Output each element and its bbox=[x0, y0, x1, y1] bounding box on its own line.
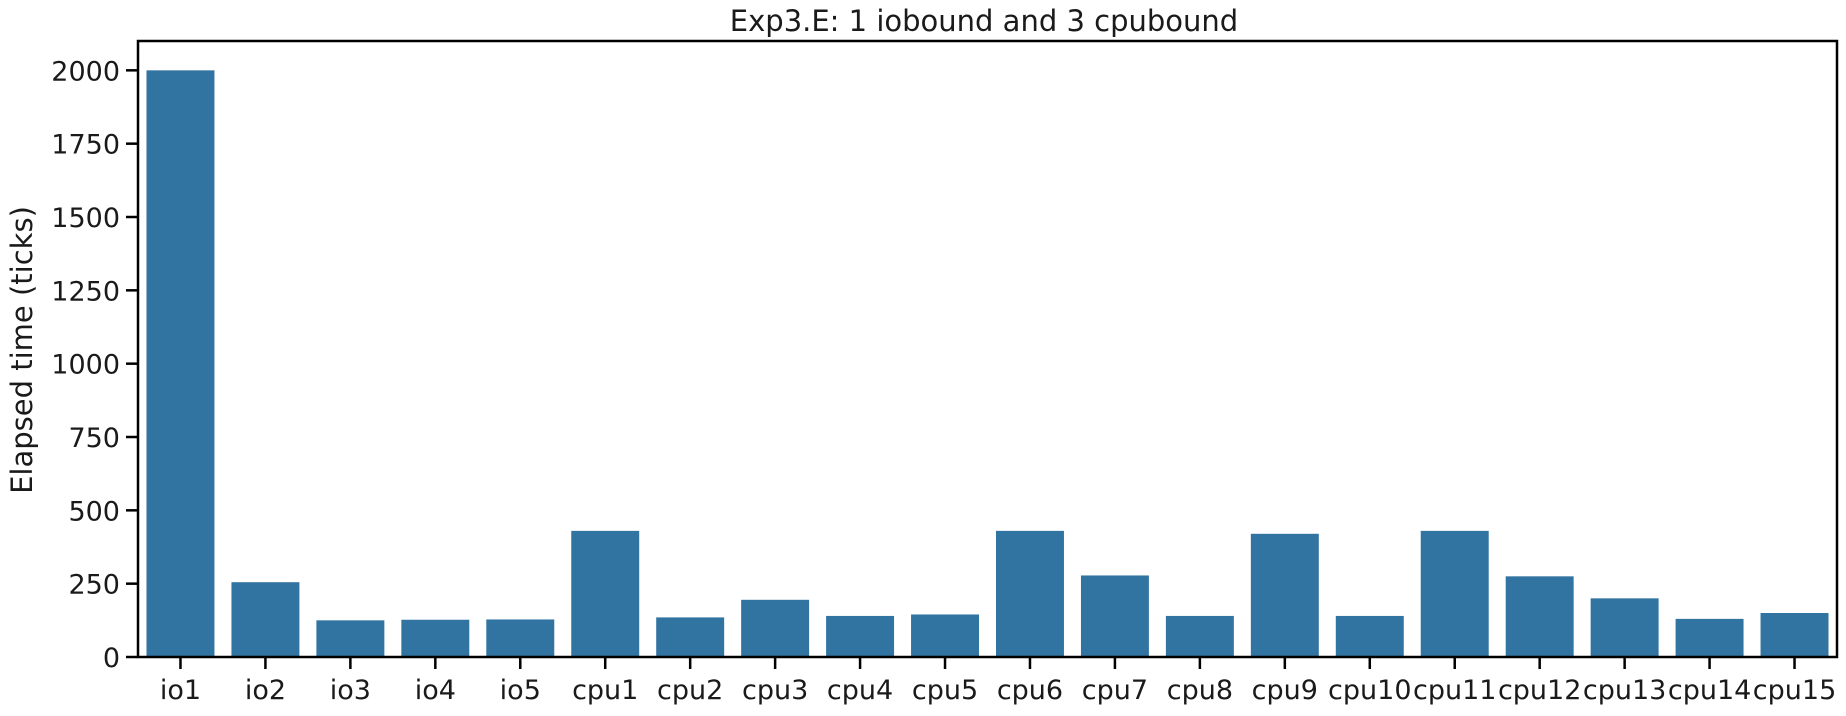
bar-cpu14 bbox=[1675, 618, 1744, 657]
x-tick-label: cpu11 bbox=[1413, 675, 1496, 706]
bar-io5 bbox=[486, 619, 555, 657]
x-tick-label: cpu12 bbox=[1498, 675, 1581, 706]
y-tick-label: 2000 bbox=[51, 56, 120, 87]
x-tick-label: cpu10 bbox=[1328, 675, 1411, 706]
x-tick-label: cpu8 bbox=[1167, 675, 1233, 706]
plot-frame bbox=[136, 39, 1839, 659]
x-tick-label: cpu7 bbox=[1082, 675, 1148, 706]
y-tick-label: 750 bbox=[68, 423, 120, 454]
bar-cpu5 bbox=[911, 614, 980, 657]
x-axis-ticks: io1 io2 io3 io4 io5 cpu1 cpu2 cpu3 cpu4 cpu5 cpu6 c… bbox=[160, 657, 1836, 706]
bar-cpu9 bbox=[1250, 533, 1319, 657]
x-tick-label: io1 bbox=[160, 675, 201, 706]
y-tick-label: 1250 bbox=[51, 276, 120, 307]
bar-cpu11 bbox=[1420, 530, 1489, 657]
y-tick-label: 1000 bbox=[51, 350, 120, 381]
bars-group bbox=[146, 70, 1829, 658]
x-tick-label: cpu3 bbox=[742, 675, 808, 706]
bar-cpu13 bbox=[1590, 598, 1659, 657]
x-tick-label: cpu15 bbox=[1753, 675, 1836, 706]
y-axis-ticks: 0 250 500 750 1000 1250 1500 1750 2000 bbox=[51, 56, 138, 674]
x-tick-label: io3 bbox=[330, 675, 371, 706]
y-tick-label: 1500 bbox=[51, 203, 120, 234]
y-axis-label: Elapsed time (ticks) bbox=[5, 206, 39, 494]
x-tick-label: cpu13 bbox=[1583, 675, 1666, 706]
x-tick-label: cpu6 bbox=[997, 675, 1063, 706]
bar-cpu12 bbox=[1505, 576, 1574, 657]
x-tick-label: io2 bbox=[245, 675, 286, 706]
y-tick-label: 1750 bbox=[51, 130, 120, 161]
bar-io3 bbox=[316, 620, 385, 657]
x-tick-label: cpu5 bbox=[912, 675, 978, 706]
bar-io2 bbox=[231, 582, 300, 657]
bar-cpu15 bbox=[1760, 613, 1829, 657]
bar-cpu6 bbox=[995, 530, 1064, 657]
x-tick-label: cpu4 bbox=[827, 675, 893, 706]
bar-io1 bbox=[146, 70, 215, 658]
x-tick-label: io5 bbox=[500, 675, 541, 706]
x-tick-label: cpu9 bbox=[1252, 675, 1318, 706]
y-tick-label: 0 bbox=[103, 643, 120, 674]
y-tick-label: 500 bbox=[68, 496, 120, 527]
bar-cpu4 bbox=[826, 615, 895, 657]
x-tick-label: cpu14 bbox=[1668, 675, 1751, 706]
bar-cpu10 bbox=[1335, 615, 1404, 657]
bar-io4 bbox=[401, 619, 470, 657]
x-tick-label: cpu1 bbox=[572, 675, 638, 706]
x-tick-label: io4 bbox=[415, 675, 456, 706]
bar-cpu2 bbox=[656, 617, 725, 657]
bar-cpu1 bbox=[571, 530, 640, 657]
bar-cpu8 bbox=[1165, 615, 1234, 657]
chart-title: Exp3.E: 1 iobound and 3 cpubound bbox=[730, 4, 1238, 38]
bar-cpu7 bbox=[1080, 575, 1149, 657]
x-tick-label: cpu2 bbox=[657, 675, 723, 706]
y-tick-label: 250 bbox=[68, 570, 120, 601]
bar-cpu3 bbox=[741, 599, 810, 657]
